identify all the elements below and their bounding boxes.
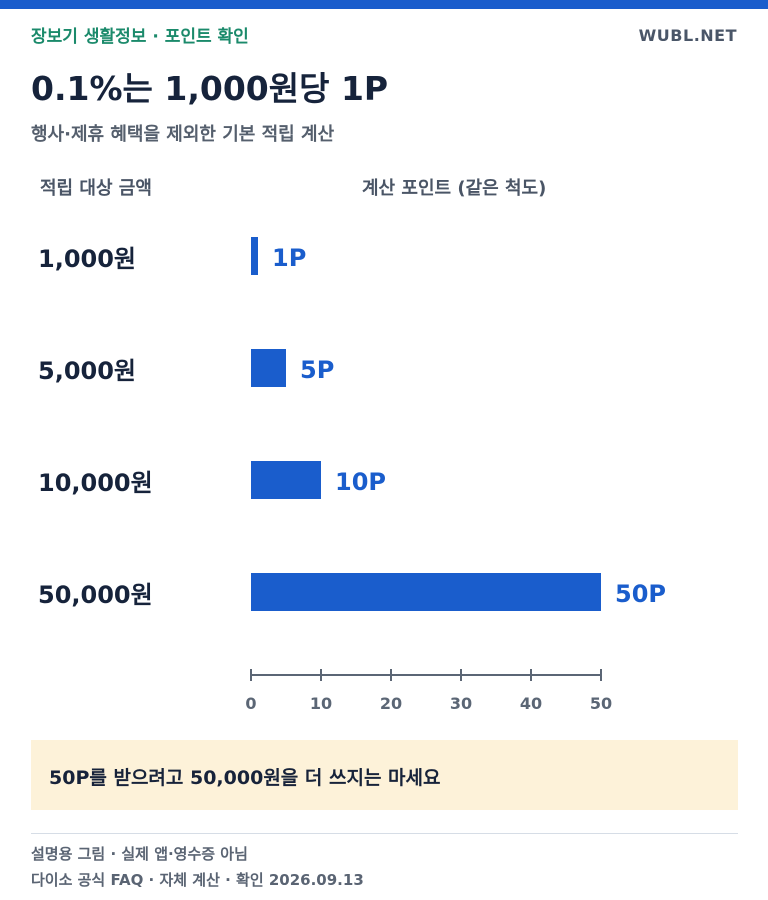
amount-column-header: 적립 대상 금액 bbox=[40, 178, 152, 199]
x-tick-label: 0 bbox=[245, 694, 256, 713]
bar bbox=[251, 349, 286, 387]
brand-name: WUBL.NET bbox=[638, 26, 737, 45]
category-label: 5,000원 bbox=[38, 357, 136, 385]
bar-value-label: 50P bbox=[615, 580, 666, 608]
bar-value-label: 1P bbox=[272, 244, 306, 272]
footer-divider bbox=[31, 833, 738, 834]
bar bbox=[251, 461, 321, 499]
bar bbox=[251, 237, 258, 275]
footer-note: 설명용 그림 · 실제 앱·영수증 아님 bbox=[31, 845, 248, 863]
page-subtitle: 행사·제휴 혜택을 제외한 기본 적립 계산 bbox=[31, 124, 335, 145]
points-column-header: 계산 포인트 (같은 척도) bbox=[362, 178, 547, 199]
warning-callout: 50P를 받으려고 50,000원을 더 쓰지는 마세요 bbox=[31, 740, 738, 810]
points-bar-chart: 1,000원 1P 5,000원 5P 10,000원 10P 50,000원 50P 0 10 2… bbox=[38, 237, 666, 713]
category-label: 10,000원 bbox=[38, 469, 153, 497]
eyebrow-label: 장보기 생활정보 · 포인트 확인 bbox=[31, 27, 249, 47]
bar-value-label: 10P bbox=[335, 468, 386, 496]
x-tick-label: 40 bbox=[520, 694, 542, 713]
top-accent-bar bbox=[0, 0, 768, 9]
category-label: 1,000원 bbox=[38, 245, 136, 273]
x-tick-label: 20 bbox=[380, 694, 402, 713]
footer-source: 다이소 공식 FAQ · 자체 계산 · 확인 2026.09.13 bbox=[31, 871, 364, 889]
bar bbox=[251, 573, 601, 611]
category-label: 50,000원 bbox=[38, 581, 153, 609]
x-tick-label: 10 bbox=[310, 694, 332, 713]
x-tick-label: 50 bbox=[590, 694, 612, 713]
bar-value-label: 5P bbox=[300, 356, 334, 384]
x-tick-label: 30 bbox=[450, 694, 472, 713]
page-title: 0.1%는 1,000원당 1P bbox=[31, 69, 389, 108]
